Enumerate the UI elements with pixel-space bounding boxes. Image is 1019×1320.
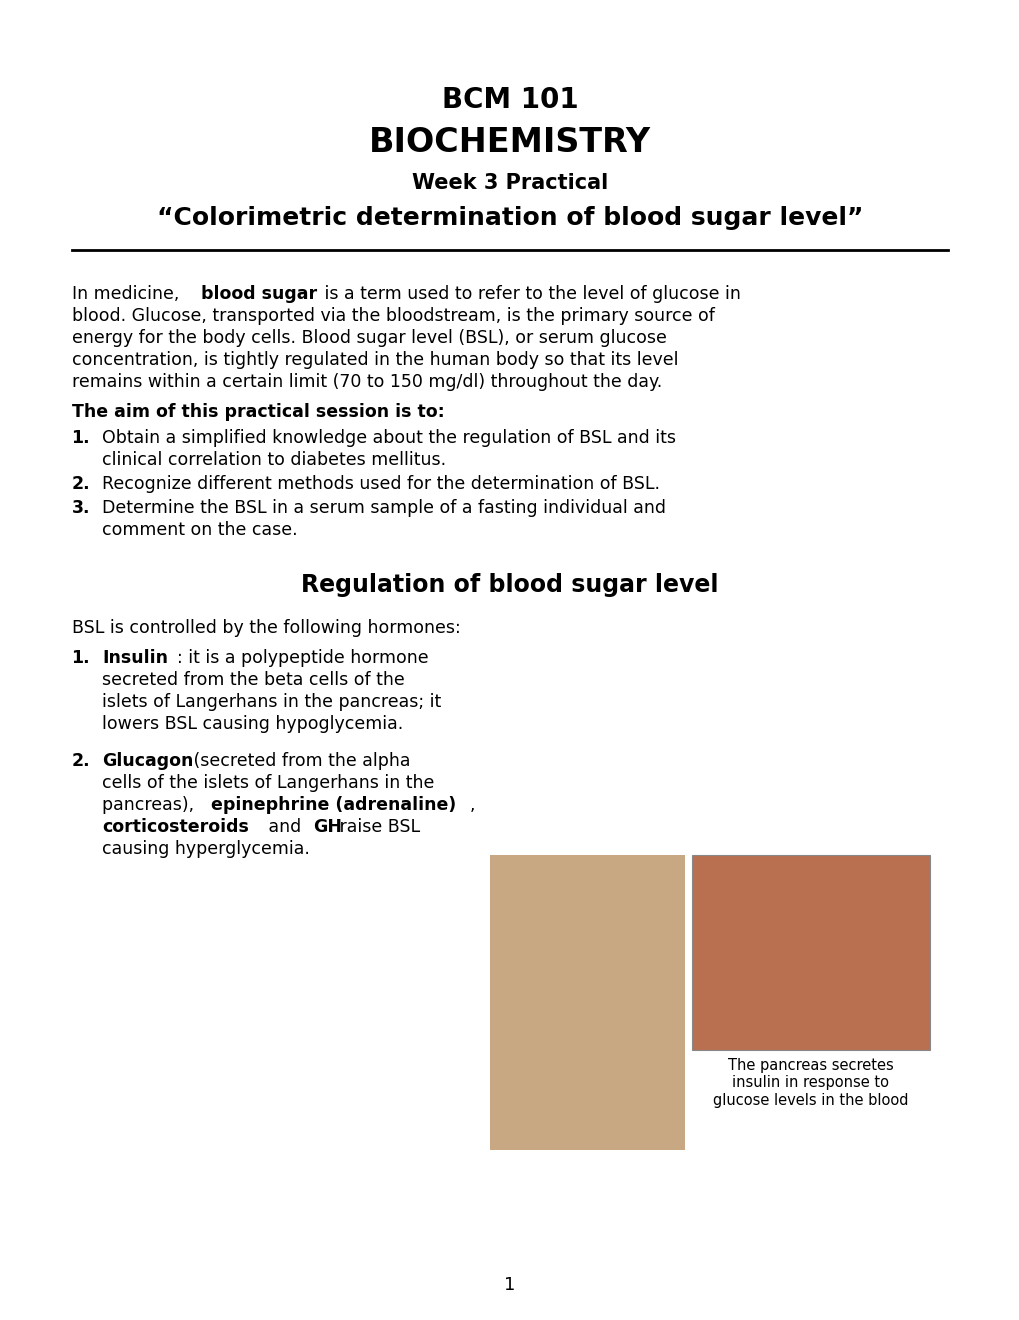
Text: Week 3 Practical: Week 3 Practical (412, 173, 607, 193)
Text: 1.: 1. (71, 649, 90, 667)
Text: The pancreas secretes
insulin in response to
glucose levels in the blood: The pancreas secretes insulin in respons… (712, 1059, 908, 1107)
Text: BSL is controlled by the following hormones:: BSL is controlled by the following hormo… (72, 619, 461, 638)
Text: Recognize different methods used for the determination of BSL.: Recognize different methods used for the… (102, 475, 659, 492)
Text: 1.: 1. (71, 429, 90, 447)
Text: pancreas),: pancreas), (102, 796, 200, 814)
Text: BIOCHEMISTRY: BIOCHEMISTRY (369, 127, 650, 160)
Text: cells of the islets of Langerhans in the: cells of the islets of Langerhans in the (102, 775, 434, 792)
Text: clinical correlation to diabetes mellitus.: clinical correlation to diabetes mellitu… (102, 451, 445, 469)
Text: concentration, is tightly regulated in the human body so that its level: concentration, is tightly regulated in t… (72, 351, 678, 370)
Text: “Colorimetric determination of blood sugar level”: “Colorimetric determination of blood sug… (157, 206, 862, 230)
Text: comment on the case.: comment on the case. (102, 521, 298, 539)
Text: raise BSL: raise BSL (334, 818, 420, 837)
Text: 2.: 2. (71, 752, 90, 771)
Text: remains within a certain limit (70 to 150 mg/dl) throughout the day.: remains within a certain limit (70 to 15… (72, 374, 661, 391)
Text: (secreted from the alpha: (secreted from the alpha (187, 752, 411, 771)
Text: Regulation of blood sugar level: Regulation of blood sugar level (301, 573, 718, 597)
Text: Obtain a simplified knowledge about the regulation of BSL and its: Obtain a simplified knowledge about the … (102, 429, 676, 447)
Text: In medicine,: In medicine, (72, 285, 184, 304)
Text: corticosteroids: corticosteroids (102, 818, 249, 837)
Text: blood sugar: blood sugar (201, 285, 317, 304)
Text: The aim of this practical session is to:: The aim of this practical session is to: (72, 403, 444, 421)
Text: BCM 101: BCM 101 (441, 86, 578, 114)
Text: is a term used to refer to the level of glucose in: is a term used to refer to the level of … (319, 285, 740, 304)
Text: Glucagon: Glucagon (102, 752, 194, 771)
Text: causing hyperglycemia.: causing hyperglycemia. (102, 841, 310, 858)
Text: energy for the body cells. Blood sugar level (BSL), or serum glucose: energy for the body cells. Blood sugar l… (72, 329, 666, 347)
Text: : it is a polypeptide hormone: : it is a polypeptide hormone (177, 649, 429, 667)
Text: and: and (263, 818, 307, 837)
Text: ,: , (469, 796, 474, 814)
Bar (691, 855, 929, 1049)
Text: 1: 1 (503, 1276, 516, 1294)
Text: GH: GH (313, 818, 341, 837)
Text: lowers BSL causing hypoglycemia.: lowers BSL causing hypoglycemia. (102, 715, 403, 733)
Text: Determine the BSL in a serum sample of a fasting individual and: Determine the BSL in a serum sample of a… (102, 499, 665, 517)
Text: Insulin: Insulin (102, 649, 168, 667)
Bar (489, 855, 685, 1150)
Text: islets of Langerhans in the pancreas; it: islets of Langerhans in the pancreas; it (102, 693, 441, 711)
Text: epinephrine (adrenaline): epinephrine (adrenaline) (211, 796, 455, 814)
Text: 2.: 2. (71, 475, 90, 492)
Text: blood. Glucose, transported via the bloodstream, is the primary source of: blood. Glucose, transported via the bloo… (72, 308, 714, 325)
Text: secreted from the beta cells of the: secreted from the beta cells of the (102, 671, 405, 689)
Text: 3.: 3. (71, 499, 90, 517)
